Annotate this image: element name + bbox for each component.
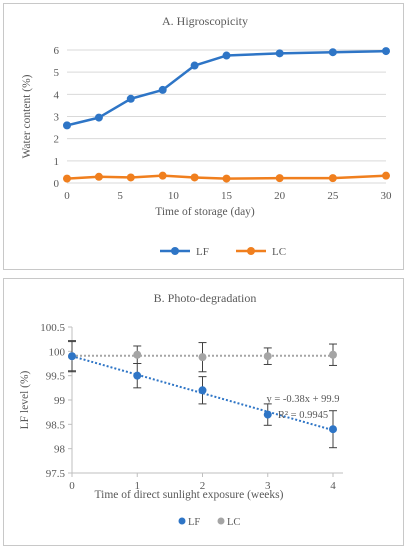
- data-point-lc: [328, 174, 337, 183]
- y-tick-label: 4: [54, 89, 60, 101]
- data-point-lc: [382, 171, 390, 180]
- legend-marker-lc: [217, 517, 225, 525]
- data-point-lf: [198, 386, 207, 395]
- y-tick-label: 1: [54, 156, 60, 168]
- data-point-lc: [126, 173, 135, 182]
- data-point-lc: [275, 174, 284, 183]
- chart-title: B. Photo-degradation: [154, 291, 257, 305]
- y-tick-label: 2: [54, 134, 60, 146]
- x-tick-label: 5: [117, 190, 123, 202]
- trendline-equation: y = -0.38x + 99.9: [266, 394, 339, 405]
- chart-panel-higroscopicity: A. Higroscopicity 0 1 2 3 4 5 6 0 5 10 15 20 25 30 Time…: [3, 3, 404, 270]
- data-point-lf: [126, 94, 135, 103]
- data-point-lc: [329, 350, 337, 359]
- data-point-lf: [328, 48, 337, 57]
- series-line-lf: [66, 49, 387, 127]
- x-tick-label: 20: [274, 190, 286, 202]
- y-axis-label: Water content (%): [21, 74, 33, 158]
- data-point-lc: [158, 171, 167, 180]
- legend-marker-lf: [178, 517, 186, 525]
- x-axis-label: Time of direct sunlight exposure (weeks): [95, 489, 284, 501]
- data-point-lc: [263, 352, 272, 361]
- x-tick-label: 2: [200, 480, 206, 492]
- legend-marker-lc: [247, 247, 255, 255]
- y-tick-label: 98: [54, 444, 66, 456]
- data-point-lf: [190, 61, 199, 70]
- photo-degradation-chart: B. Photo-degradation 97.5 98 98.5 99 99.5 100 1…: [19, 291, 343, 528]
- y-tick-label: 99: [54, 395, 66, 407]
- y-tick-label: 100.5: [40, 322, 65, 334]
- y-tick-label: 3: [54, 112, 60, 124]
- higroscopicity-chart: A. Higroscopicity 0 1 2 3 4 5 6 0 5 10 15 20 25 30 Time…: [21, 14, 393, 258]
- x-tick-label: 3: [265, 480, 271, 492]
- data-point-lf: [133, 371, 142, 380]
- chart-title: A. Higroscopicity: [162, 14, 248, 28]
- data-point-lc: [190, 173, 199, 182]
- y-tick-label: 97.5: [46, 468, 66, 480]
- data-point-lf: [329, 425, 337, 434]
- y-tick-label: 98.5: [46, 419, 66, 431]
- x-tick-label: 25: [327, 190, 339, 202]
- x-tick-label: 30: [381, 190, 393, 202]
- data-point-lc: [198, 353, 207, 362]
- x-tick-label: 4: [330, 480, 336, 492]
- x-tick-label: 0: [69, 480, 75, 492]
- chart-panel-photo-degradation: B. Photo-degradation 97.5 98 98.5 99 99.5 100 1…: [3, 278, 404, 546]
- data-point-lc: [222, 174, 231, 183]
- data-point-lc: [63, 174, 71, 183]
- data-point-lf: [263, 410, 272, 419]
- x-tick-label: 10: [168, 190, 180, 202]
- data-point-lf: [382, 47, 390, 56]
- legend-marker-lf: [171, 247, 179, 255]
- data-point-lf: [68, 352, 76, 361]
- data-point-lc: [133, 350, 142, 359]
- trendline-lf: [71, 355, 334, 432]
- data-point-lf: [158, 85, 167, 94]
- r-squared-label: R² = 0.9945: [278, 410, 328, 421]
- y-tick-label: 99.5: [46, 371, 66, 383]
- y-tick-label: 5: [54, 67, 60, 79]
- legend-label: LC: [272, 246, 286, 258]
- data-point-lc: [94, 172, 103, 181]
- data-point-lf: [94, 113, 103, 122]
- data-point-lf: [222, 51, 231, 60]
- x-tick-label: 1: [135, 480, 141, 492]
- legend-label: LF: [188, 517, 200, 528]
- data-point-lf: [275, 49, 284, 58]
- y-tick-label: 0: [54, 178, 60, 190]
- y-tick-label: 6: [54, 45, 60, 57]
- legend-label: LF: [196, 246, 209, 258]
- x-axis-label: Time of storage (day): [155, 206, 255, 218]
- y-axis-label: LF level (%): [19, 370, 31, 429]
- data-point-lf: [63, 121, 71, 130]
- legend-label: LC: [227, 517, 240, 528]
- x-tick-label: 0: [64, 190, 70, 202]
- y-tick-label: 100: [49, 346, 66, 358]
- x-tick-label: 15: [221, 190, 233, 202]
